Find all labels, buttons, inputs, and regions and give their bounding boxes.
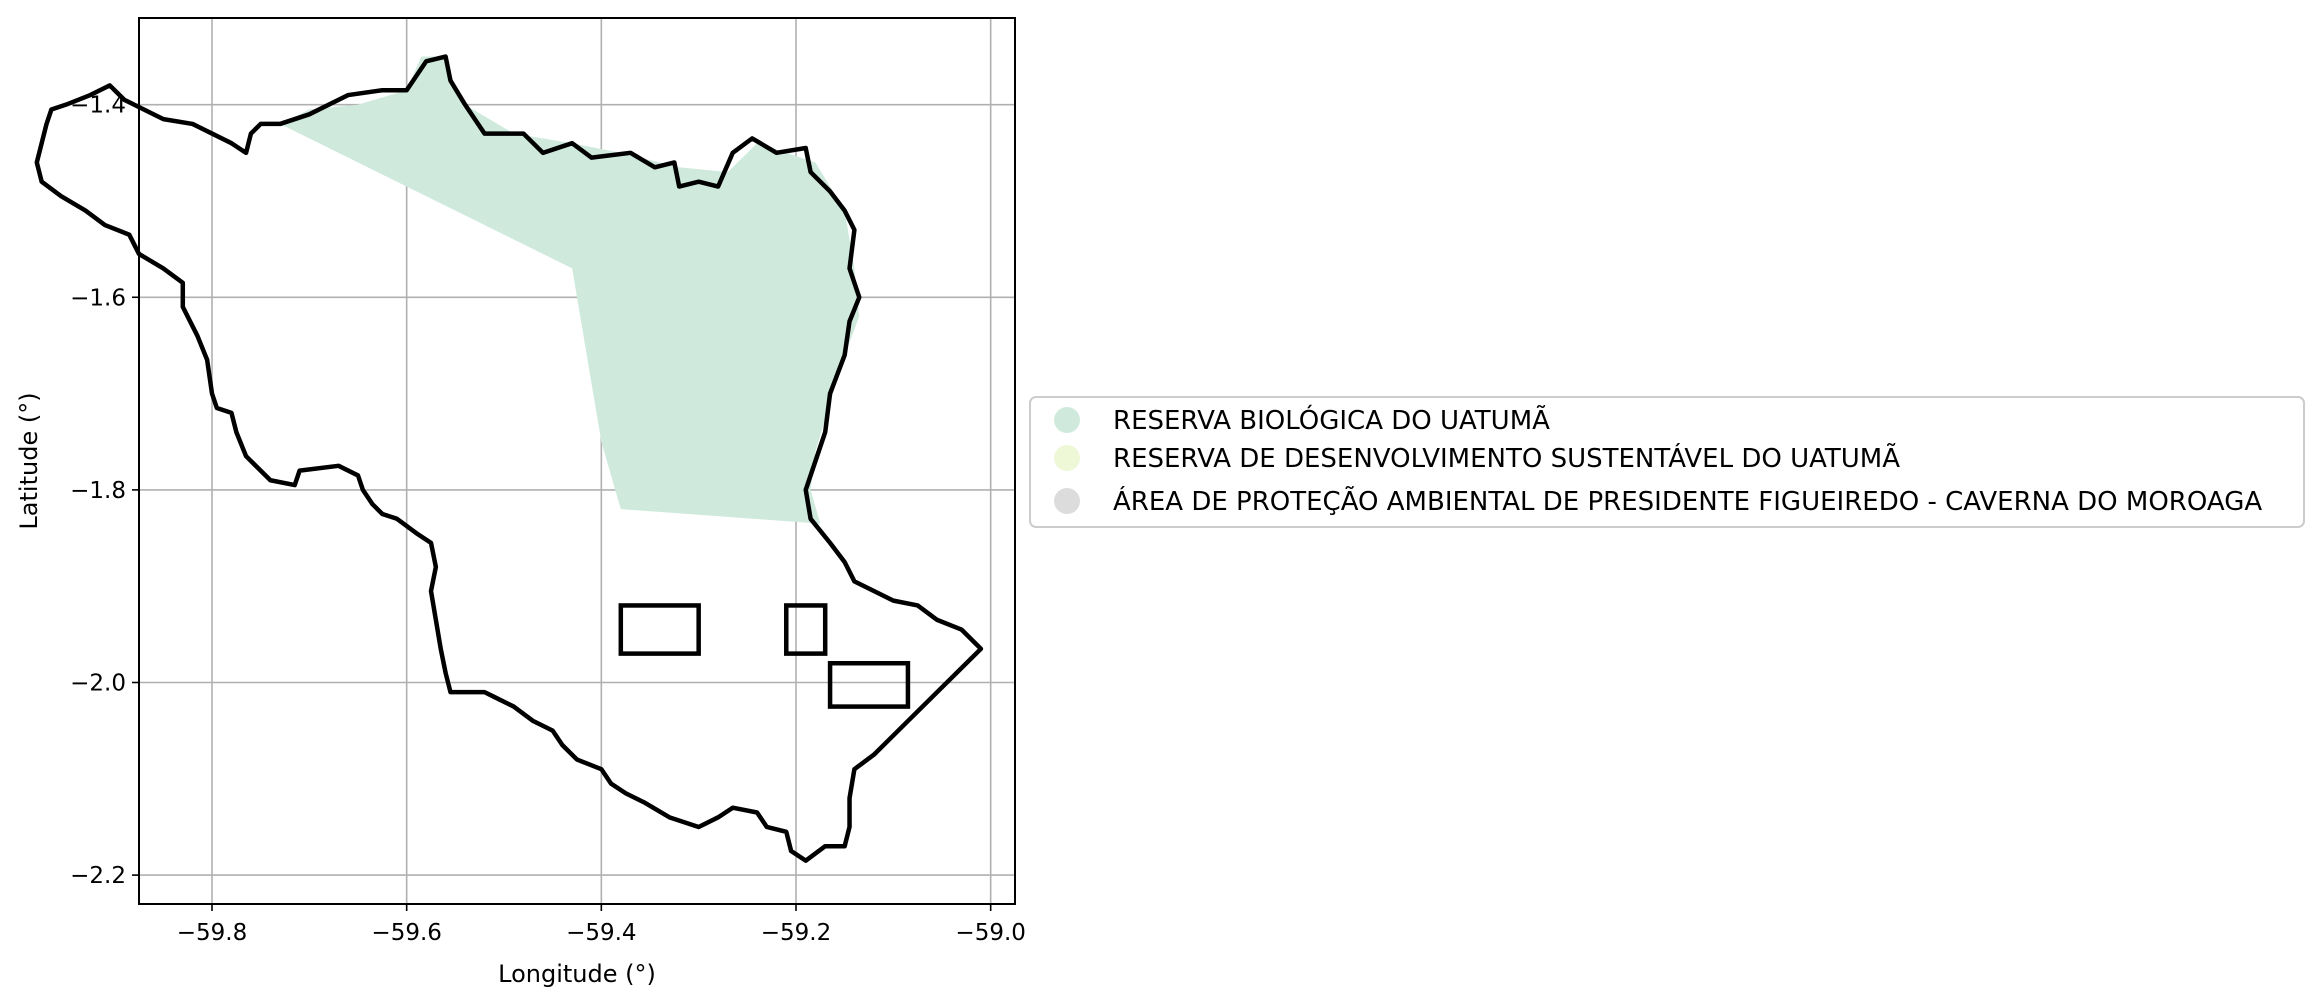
legend-label-reserva-biologica: RESERVA BIOLÓGICA DO UATUMÃ	[1113, 404, 1550, 436]
x-tick-label-0: −59.8	[177, 920, 247, 946]
x-tick-label-4: −59.0	[955, 920, 1025, 946]
axis-ticks: −59.8 −59.6 −59.4 −59.2 −59.0 −1.4 −1.6 −1.8 −2.…	[70, 93, 1026, 946]
boundary-rectangle-1	[784, 603, 828, 656]
legend-marker-reserva-biologica	[1054, 407, 1080, 433]
x-tick-label-2: −59.4	[566, 920, 636, 946]
y-tick-label-4: −2.2	[70, 863, 126, 889]
boundary-rectangle-2	[827, 660, 911, 709]
x-axis-label: Longitude (°)	[498, 960, 656, 988]
plot-frame	[138, 17, 1016, 905]
boundary-layer	[34, 54, 984, 863]
x-tick-label-3: −59.2	[761, 920, 831, 946]
y-tick-label-2: −1.8	[70, 478, 126, 504]
reserva-biologica-polygon	[280, 56, 860, 524]
y-axis-label: Latitude (°)	[15, 392, 43, 529]
protected-area-layer	[280, 56, 860, 524]
y-tick-label-0: −1.4	[70, 93, 126, 119]
legend-marker-reserva-desenvolvimento	[1054, 445, 1080, 471]
legend-frame	[1029, 396, 2305, 528]
y-tick-label-1: −1.6	[70, 285, 126, 311]
legend-marker-area-protecao	[1054, 488, 1080, 514]
x-tick-label-1: −59.6	[371, 920, 441, 946]
y-tick-label-3: −2.0	[70, 671, 126, 697]
legend: RESERVA BIOLÓGICA DO UATUMÃ RESERVA DE D…	[1029, 396, 2305, 528]
legend-label-reserva-desenvolvimento: RESERVA DE DESENVOLVIMENTO SUSTENTÁVEL D…	[1113, 442, 1900, 474]
legend-label-area-protecao: ÁREA DE PROTEÇÃO AMBIENTAL DE PRESIDENTE…	[1113, 485, 2262, 517]
boundary-rectangle-0	[618, 603, 701, 656]
region-boundary	[34, 54, 984, 863]
